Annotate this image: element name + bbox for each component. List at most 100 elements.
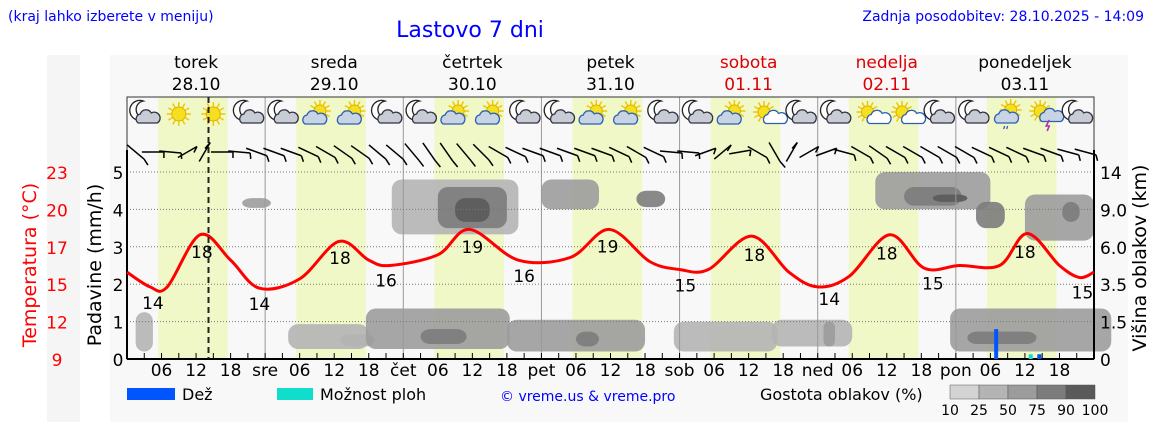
cloud-shape [791, 109, 817, 124]
sun-ray [601, 113, 607, 118]
sun-ray [724, 104, 730, 109]
wind-barb-feather [576, 155, 581, 163]
sun-smallcloud-icon [752, 101, 789, 125]
wind-barb [920, 145, 940, 159]
sun-disc [205, 106, 221, 122]
wind-barb [971, 146, 993, 158]
sun-ray [482, 104, 488, 109]
sun-cloud-icon [440, 100, 470, 125]
wind-barb-feather [418, 159, 425, 167]
wind-barb [422, 142, 437, 162]
daylight-band [710, 97, 781, 359]
cloud-blob [135, 312, 153, 352]
sun-ray [624, 101, 629, 107]
wind-barb [245, 147, 268, 157]
density-tick: 100 [1082, 403, 1109, 419]
wind-barb-feather [833, 147, 838, 155]
rain-bar [994, 329, 999, 359]
density-swatch [949, 384, 980, 400]
sun-ray [892, 105, 898, 110]
sun-ray [168, 116, 174, 121]
wind-barb [747, 145, 768, 159]
sun-ray [324, 104, 330, 109]
day-abbr-tick: čet [390, 361, 417, 381]
cloud-shape [302, 110, 328, 125]
wind-barb-feather [991, 156, 995, 163]
sun-ray [766, 102, 771, 108]
precip-tick: 1 [113, 314, 124, 334]
cloud-height-tick: 14 [1100, 164, 1122, 184]
location-hint: (kraj lahko izberete v meniju) [8, 9, 214, 25]
sun-ray [857, 114, 863, 119]
day-abbr-tick: sob [665, 361, 695, 381]
cloud-blob [932, 194, 968, 202]
cloud-blob [420, 329, 467, 345]
wind-barb [1022, 147, 1045, 157]
wind-barb-feather [542, 155, 546, 163]
day-name: nedelja [856, 53, 918, 73]
cloud-shape [653, 109, 679, 124]
sun-ray [757, 102, 762, 108]
temp-tick: 9 [52, 351, 63, 371]
shower-bar [1028, 354, 1033, 359]
wind-barb [385, 144, 404, 160]
wind-barb-feather [368, 157, 374, 165]
hour-tick: 12 [185, 361, 207, 381]
sun-ray [219, 107, 225, 112]
cloud-shape [273, 109, 299, 124]
temp-label: 16 [375, 271, 397, 291]
wind-barb [574, 147, 596, 157]
precip-tick: 5 [113, 164, 124, 184]
legend-shower-swatch [277, 388, 313, 400]
sun-ray [324, 113, 330, 118]
temp-label: 15 [675, 277, 697, 297]
sun-ray [184, 107, 190, 112]
shower-bar [1037, 354, 1042, 359]
sun-ray [348, 101, 353, 107]
moon-cloud-icon [647, 99, 679, 124]
wind-barb [280, 147, 302, 157]
wind-barb [539, 147, 561, 157]
sun-ray [1030, 113, 1036, 118]
hour-tick: 18 [496, 361, 518, 381]
cloud-shape [411, 109, 438, 124]
sun-ray [635, 113, 641, 118]
wind-barb [177, 145, 198, 159]
wind-barb [456, 143, 472, 161]
wind-barb-feather [351, 157, 356, 165]
wind-barb [298, 146, 319, 158]
sun-ray [448, 104, 454, 109]
cloud-blob [365, 308, 510, 350]
temp-axis-label: Temperatura (°C) [19, 183, 41, 348]
temp-label: 19 [462, 238, 484, 258]
sun-ray [462, 113, 468, 118]
wind-barb-feather [791, 141, 798, 149]
copyright-link[interactable]: © vreme.us & vreme.pro [500, 389, 675, 405]
sun-ray [590, 101, 594, 107]
wind-barb [713, 144, 732, 160]
wind-barb [263, 147, 285, 157]
cloud-height-tick: 6.0 [1100, 239, 1127, 259]
moon-cloud-icon [785, 99, 817, 124]
wind-barb-feather [334, 157, 339, 164]
hour-tick: 12 [738, 361, 760, 381]
sun-ray [728, 101, 733, 107]
cloud-shape [474, 110, 501, 125]
wind-barb-feather [921, 157, 926, 164]
sun-cloud-icon [474, 100, 504, 125]
last-updated: Zadnja posodobitev: 28.10.2025 - 14:09 [862, 9, 1144, 25]
day-abbr-tick: sre [252, 361, 278, 381]
sun-cloud-icon [578, 100, 608, 125]
temp-tick: 15 [46, 276, 68, 296]
cloud-shape [1067, 109, 1094, 124]
density-tick: 90 [1057, 403, 1075, 419]
sun-ray [895, 116, 900, 122]
sun-ray [356, 101, 361, 107]
temp-label: 18 [191, 243, 213, 263]
sun-ray [460, 101, 465, 107]
wind-barb [350, 145, 370, 159]
wind-barb-feather [681, 152, 684, 160]
daylight-band [158, 97, 228, 359]
wind-barb [591, 147, 613, 157]
hour-tick: 06 [980, 361, 1002, 381]
